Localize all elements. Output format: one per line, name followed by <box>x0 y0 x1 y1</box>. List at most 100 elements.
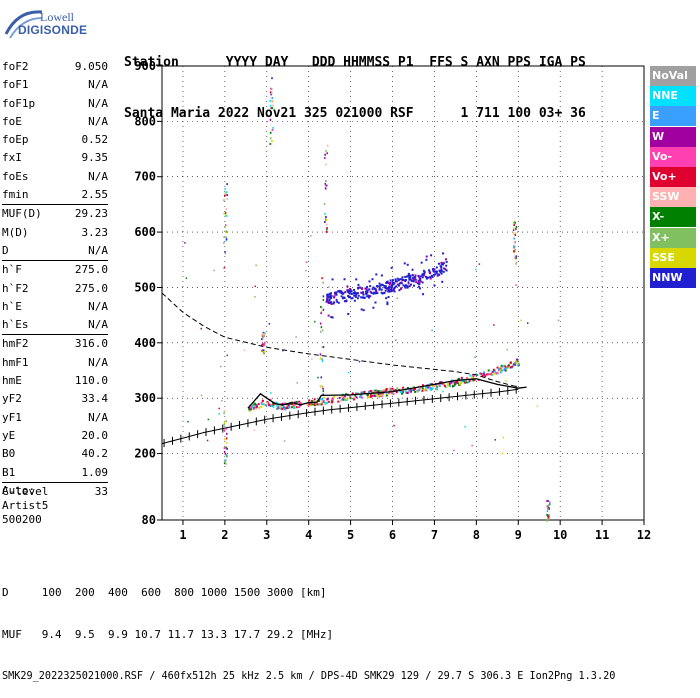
echo-point <box>437 273 440 276</box>
echo-point <box>378 282 381 285</box>
echo-point <box>383 284 386 287</box>
echo-point <box>287 406 290 409</box>
echo-point <box>345 393 348 396</box>
echo-point <box>356 292 359 295</box>
param-name: M(D) <box>2 225 29 239</box>
param-row: h`F2 275.0 <box>2 280 108 298</box>
echo-point <box>224 194 226 197</box>
echo-point <box>308 399 311 402</box>
echo-point <box>432 273 435 276</box>
echo-point <box>396 277 399 280</box>
echo-point <box>271 96 274 99</box>
echo-point <box>396 387 399 390</box>
echo-point <box>351 392 354 395</box>
echo-point <box>319 353 322 356</box>
echo-point <box>421 276 424 279</box>
echo-point <box>417 274 420 277</box>
echo-point <box>354 295 357 298</box>
echo-point <box>322 393 324 396</box>
echo-point <box>338 290 341 293</box>
echo-point <box>444 386 447 389</box>
auto-version: 500200 <box>2 513 42 526</box>
echo-point <box>380 283 383 286</box>
echo-point <box>224 191 227 194</box>
echo-point <box>513 241 516 244</box>
echo-point <box>514 231 517 234</box>
param-value: N/A <box>88 169 108 183</box>
x-tick-label: 5 <box>347 528 354 542</box>
echo-point <box>283 440 286 442</box>
echo-point <box>333 296 336 299</box>
echo-point <box>331 398 334 401</box>
echo-point <box>328 298 331 301</box>
param-value: 275.0 <box>74 263 108 277</box>
echo-point <box>385 389 388 392</box>
echo-point <box>375 393 378 396</box>
footer: D 100 200 400 600 800 1000 1500 3000 [km… <box>2 558 615 698</box>
echo-point <box>330 401 333 404</box>
echo-point <box>421 384 424 387</box>
echo-point <box>328 301 331 304</box>
echo-point <box>223 462 226 465</box>
echo-point <box>264 332 266 335</box>
echo-point <box>499 371 502 374</box>
echo-point <box>367 296 370 299</box>
echo-point <box>437 262 440 265</box>
echo-point <box>444 258 447 261</box>
param-value: 40.2 <box>81 447 109 461</box>
param-row: foE N/A <box>2 113 108 131</box>
echo-point <box>305 261 308 264</box>
param-name: B1 <box>2 465 16 479</box>
echo-point <box>374 301 377 304</box>
echo-point <box>270 111 272 114</box>
x-tick-label: 12 <box>637 528 651 542</box>
echo-point <box>260 401 263 404</box>
echo-point <box>295 406 298 409</box>
echo-point <box>408 389 411 392</box>
echo-point <box>225 453 227 456</box>
echo-point <box>526 322 529 324</box>
echo-point <box>347 289 350 292</box>
echo-point <box>318 400 321 403</box>
echo-point <box>383 292 386 295</box>
echo-point <box>444 268 447 271</box>
echo-point <box>320 310 323 313</box>
echo-point <box>431 329 433 332</box>
echo-point <box>393 282 396 285</box>
param-name: foF1 <box>2 78 29 92</box>
echo-point <box>275 401 278 404</box>
x-tick-label: 2 <box>221 528 228 542</box>
echo-point <box>366 396 369 399</box>
echo-point <box>536 405 539 407</box>
echo-point <box>321 277 323 280</box>
echo-point <box>206 439 209 442</box>
echo-point <box>474 356 476 359</box>
echo-point <box>225 208 228 211</box>
echo-point <box>460 381 463 384</box>
echo-point <box>326 398 329 401</box>
echo-point <box>336 300 339 303</box>
echo-point <box>435 270 438 273</box>
echo-point <box>401 391 404 394</box>
echo-point <box>321 306 323 309</box>
y-tick-label: 200 <box>134 447 156 461</box>
echo-point <box>407 282 410 285</box>
echo-point <box>548 503 551 506</box>
echo-point <box>425 255 428 258</box>
echo-point <box>384 289 387 292</box>
echo-point <box>345 300 348 303</box>
echo-point <box>225 231 227 234</box>
echo-point <box>325 218 328 221</box>
echo-point <box>289 403 292 406</box>
echo-point <box>500 364 503 367</box>
grid <box>162 66 644 520</box>
echo-point <box>425 275 428 278</box>
echo-point <box>360 308 363 311</box>
echo-point <box>396 283 399 286</box>
echo-point <box>373 394 376 397</box>
digisonde-logo: Lowell DIGISONDE <box>4 4 114 40</box>
echo-point <box>340 290 343 293</box>
echo-point <box>505 380 507 382</box>
echo-point <box>369 393 372 396</box>
param-name: hmF2 <box>2 337 29 351</box>
